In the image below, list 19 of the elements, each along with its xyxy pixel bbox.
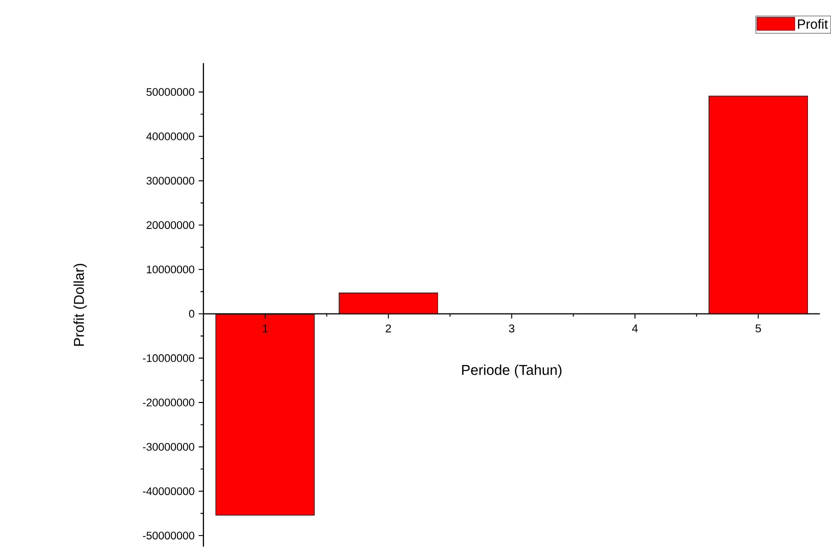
y-tick-label: 20000000 [146,221,194,229]
x-tick-label: 2 [386,324,391,332]
legend-label: Profit [798,18,828,29]
y-tick-label: -10000000 [142,354,194,362]
y-tick-label: 0 [189,310,194,318]
y-tick-label: 50000000 [146,88,194,96]
x-tick-label: 1 [262,324,268,332]
x-tick-label: 4 [632,324,638,332]
y-tick-label: -20000000 [142,398,194,406]
y-tick-label: -50000000 [142,532,194,540]
y-tick-label: -30000000 [142,442,194,451]
x-tick-label: 5 [756,324,761,332]
x-tick-label: 3 [508,324,514,332]
y-tick-label: -40000000 [142,487,194,495]
x-axis-title: Periode (Tahun) [462,364,562,378]
y-tick-label: 10000000 [146,265,194,274]
y-axis-title: Profit (Dollar) [74,264,87,346]
y-tick-label: 30000000 [146,176,194,184]
y-tick-label: 40000000 [146,132,194,140]
